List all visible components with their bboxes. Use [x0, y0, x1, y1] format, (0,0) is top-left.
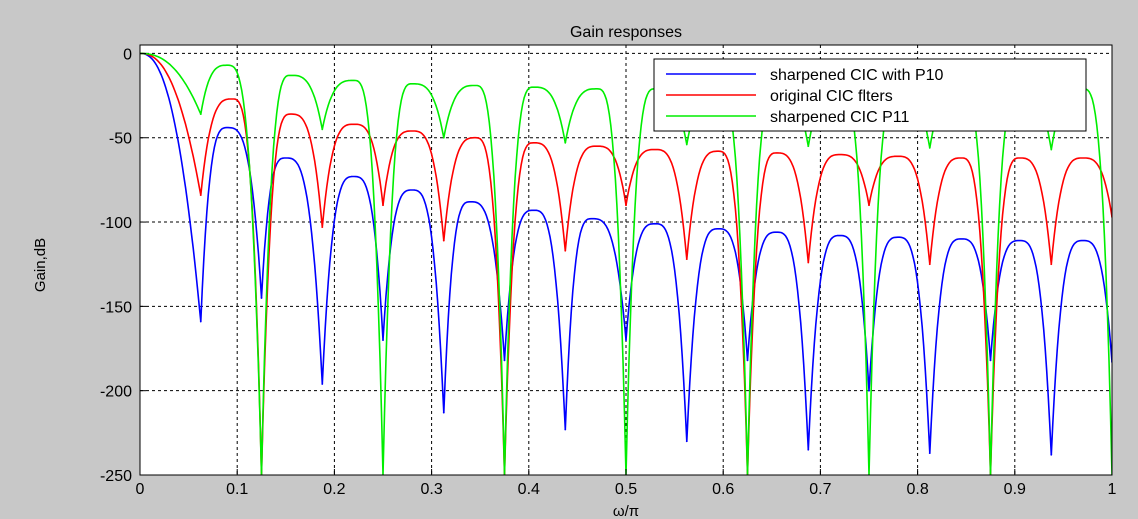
series-3-null-point [685, 143, 688, 146]
series-3-null-point [199, 113, 202, 116]
series-2-null-point [564, 249, 567, 252]
ticks: 0 0.1 0.2 0.3 0.4 0.5 0.6 0.7 0.8 0.9 1 0 -50 -100 -15… [100, 46, 1117, 498]
x-tick-label: 0.5 [615, 481, 637, 498]
series-1-null-point [1050, 453, 1053, 456]
series-1-null-point [928, 452, 931, 454]
series-1-null-point [442, 411, 445, 414]
x-tick-label: 1 [1108, 481, 1117, 498]
x-axis-label: ω/π [613, 503, 639, 519]
series-3-null-point [442, 136, 445, 139]
series-1-null-point [199, 320, 202, 323]
y-tick-label: -200 [100, 384, 132, 401]
series-3-null-point [1050, 148, 1053, 151]
chart-title: Gain responses [570, 24, 682, 41]
series-1-null-point [260, 297, 263, 299]
series-2-null-point [1050, 263, 1053, 266]
x-tick-label: 0.4 [518, 481, 540, 498]
series-1-null-point [746, 359, 749, 362]
x-tick-label: 0.7 [809, 481, 831, 498]
series-2-null-point [625, 204, 627, 207]
y-tick-label: -50 [109, 131, 132, 148]
series-1-null-point [321, 383, 324, 385]
series-3-null-point [321, 128, 324, 131]
series-1-null-point [807, 448, 810, 451]
series-1-null-point [685, 440, 688, 443]
x-tick-label: 0.3 [420, 481, 442, 498]
x-tick-label: 0.6 [712, 481, 734, 498]
series-2-null-point [928, 263, 931, 266]
series-1-null-point [625, 339, 627, 341]
legend-label-3: sharpened CIC P11 [770, 109, 909, 126]
y-tick-label: 0 [123, 46, 132, 63]
series-1-null-point [382, 339, 384, 341]
series-1-null-point [503, 359, 506, 362]
series-1-null-point [564, 428, 567, 431]
x-tick-label: 0.1 [226, 481, 248, 498]
series-1-null-point [868, 389, 870, 392]
series-3-null-point [928, 146, 931, 149]
y-tick-label: -250 [100, 468, 132, 485]
x-tick-label: 0.2 [323, 481, 345, 498]
y-tick-label: -150 [100, 299, 132, 316]
series-3-null-point [564, 141, 567, 144]
series-3-null-point [807, 145, 810, 148]
series-1-null-point [989, 359, 992, 362]
series-2-null-point [199, 194, 202, 196]
series-2-null-point [382, 204, 384, 207]
legend: sharpened CIC with P10 original CIC flter… [653, 58, 1087, 132]
x-tick-label: 0.9 [1004, 481, 1026, 498]
series-2-null-point [321, 226, 324, 229]
x-tick-label: 0 [136, 481, 145, 498]
series-2-null-point [442, 239, 445, 242]
grid [140, 45, 1112, 475]
legend-label-1: sharpened CIC with P10 [770, 67, 944, 84]
y-axis-label: Gain,dB [32, 238, 49, 292]
x-tick-label: 0.8 [906, 481, 928, 498]
series-2-null-point [868, 204, 870, 207]
legend-label-2: original CIC flters [770, 88, 893, 105]
series-2-null-point [807, 261, 810, 264]
y-tick-label: -100 [100, 215, 132, 232]
series-2-null-point [685, 258, 688, 261]
